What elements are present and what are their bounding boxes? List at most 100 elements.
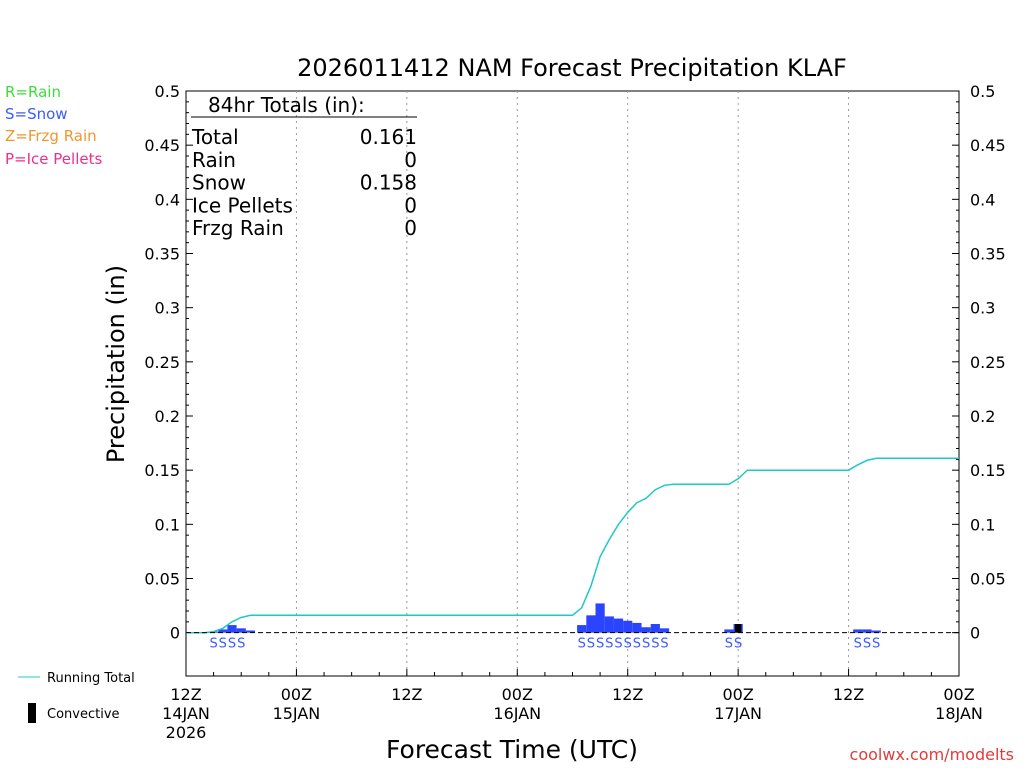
ptype-marker: S — [596, 637, 604, 652]
running-total-legend-label: Running Total — [47, 671, 135, 686]
y-tick-label-right: 0.35 — [970, 245, 1006, 264]
snow-bar — [641, 627, 651, 633]
x-tick-date: 17JAN — [714, 704, 762, 723]
snow-bar — [623, 620, 633, 633]
plot-frame — [185, 90, 960, 677]
snow-bar — [595, 603, 605, 633]
precip-bars — [209, 603, 881, 633]
x-tick-date: 14JAN — [162, 704, 210, 723]
snow-bar — [659, 628, 670, 633]
y-tick-label-left: 0.25 — [144, 353, 180, 372]
y-tick-label-left: 0.05 — [144, 570, 180, 589]
totals-row-label: Ice Pellets — [192, 193, 293, 217]
y-tick-label-right: 0.05 — [970, 570, 1006, 589]
convective-legend-label: Convective — [47, 707, 120, 722]
ptype-marker: S — [633, 637, 641, 652]
legend-frzg-rain: Z=Frzg Rain — [5, 127, 97, 145]
snow-bar — [613, 618, 624, 633]
y-tick-label-right: 0.15 — [970, 461, 1006, 480]
snow-bar — [577, 625, 587, 633]
y-tick-label-left: 0 — [170, 624, 180, 643]
y-tick-label-left: 0.4 — [155, 190, 180, 209]
totals-row-value: 0.158 — [360, 171, 417, 195]
credit-text: coolwx.com/modelts — [850, 745, 1014, 764]
totals-row-value: 0 — [404, 216, 417, 240]
legend-snow: S=Snow — [5, 105, 68, 123]
y-tick-label-left: 0.45 — [144, 136, 180, 155]
snow-bar — [218, 629, 228, 633]
running-total-series — [186, 457, 959, 634]
totals-row-value: 0.161 — [360, 125, 417, 149]
y-tick-label-right: 0.4 — [970, 190, 995, 209]
legend-ice-pellets: P=Ice Pellets — [5, 150, 102, 168]
ptype-marker: S — [578, 637, 586, 652]
x-tick-label: 12Z — [612, 685, 643, 704]
series-legend: Running Total Convective — [18, 671, 135, 723]
x-tick-label: 12Z — [391, 685, 422, 704]
x-tick-date: 18JAN — [935, 704, 983, 723]
snow-bar — [871, 630, 881, 633]
snow-bar — [236, 628, 246, 633]
totals-row-label: Frzg Rain — [192, 216, 284, 240]
x-tick-label: 00Z — [943, 685, 974, 704]
snow-bar — [586, 615, 596, 633]
x-tick-label: 12Z — [833, 685, 864, 704]
grid-lines — [295, 91, 850, 676]
snow-bar — [862, 629, 872, 633]
y-tick-label-right: 0.25 — [970, 353, 1006, 372]
ptype-marker: S — [651, 637, 659, 652]
snow-bar — [604, 616, 614, 633]
y-tick-label-left: 0.1 — [155, 515, 180, 534]
running-total-line — [186, 457, 959, 634]
convective-bar — [734, 624, 742, 633]
convective-legend-swatch — [28, 703, 36, 723]
y-tick-label-left: 0.5 — [155, 82, 180, 101]
snow-bar — [245, 630, 256, 633]
snow-bar — [632, 622, 642, 633]
totals-header: 84hr Totals (in): — [208, 93, 365, 117]
x-axis-label: Forecast Time (UTC) — [386, 735, 638, 764]
ptype-marker: S — [660, 637, 668, 652]
totals-box: 84hr Totals (in): Total 0.161 Rain 0 Snow 0.1… — [191, 93, 417, 240]
y-tick-label-right: 0.5 — [970, 82, 995, 101]
totals-row-value: 0 — [404, 193, 417, 217]
totals-row-label: Snow — [192, 171, 246, 195]
y-tick-label-right: 0.1 — [970, 515, 995, 534]
totals-row-label: Rain — [192, 148, 236, 172]
snow-bar — [853, 629, 863, 633]
totals-row-label: Total — [191, 125, 239, 149]
ptype-marker: S — [587, 637, 595, 652]
y-axis: 0 00.05 0.050.1 0.10.15 0.150.2 0.20.25 0.250.… — [144, 82, 1005, 643]
ptype-marker: S — [624, 637, 632, 652]
ptype-marker: S — [614, 637, 622, 652]
y-axis-label: Precipitation (in) — [102, 265, 130, 463]
ptype-marker: S — [228, 637, 236, 652]
x-tick-date: 15JAN — [273, 704, 321, 723]
snow-bar — [227, 625, 237, 633]
x-tick-label: 12Z — [170, 685, 201, 704]
snow-bar — [724, 629, 734, 633]
snow-bar — [650, 624, 660, 633]
chart-title: 2026011412 NAM Forecast Precipitation KL… — [297, 54, 847, 82]
totals-row-value: 0 — [404, 148, 417, 172]
ptype-marker: S — [209, 637, 217, 652]
y-tick-label-left: 0.2 — [155, 407, 180, 426]
x-tick-label: 00Z — [502, 685, 533, 704]
y-tick-label-left: 0.35 — [144, 245, 180, 264]
y-tick-label-left: 0.15 — [144, 461, 180, 480]
ptype-marker: S — [734, 637, 742, 652]
ptype-marker: S — [605, 637, 613, 652]
totals-rows: Total 0.161 Rain 0 Snow 0.158 Ice Pellets 0 Frzg… — [191, 125, 417, 240]
ptype-legend: R=Rain S=Snow Z=Frzg Rain P=Ice Pellets — [5, 83, 102, 168]
x-tick-label: 00Z — [281, 685, 312, 704]
ptype-marker: S — [872, 637, 880, 652]
x-tick-date: 16JAN — [493, 704, 541, 723]
ptype-marker: S — [219, 637, 227, 652]
ptype-marker: S — [237, 637, 245, 652]
ptype-marker: S — [725, 637, 733, 652]
legend-rain: R=Rain — [5, 83, 61, 101]
x-tick-label: 00Z — [722, 685, 753, 704]
